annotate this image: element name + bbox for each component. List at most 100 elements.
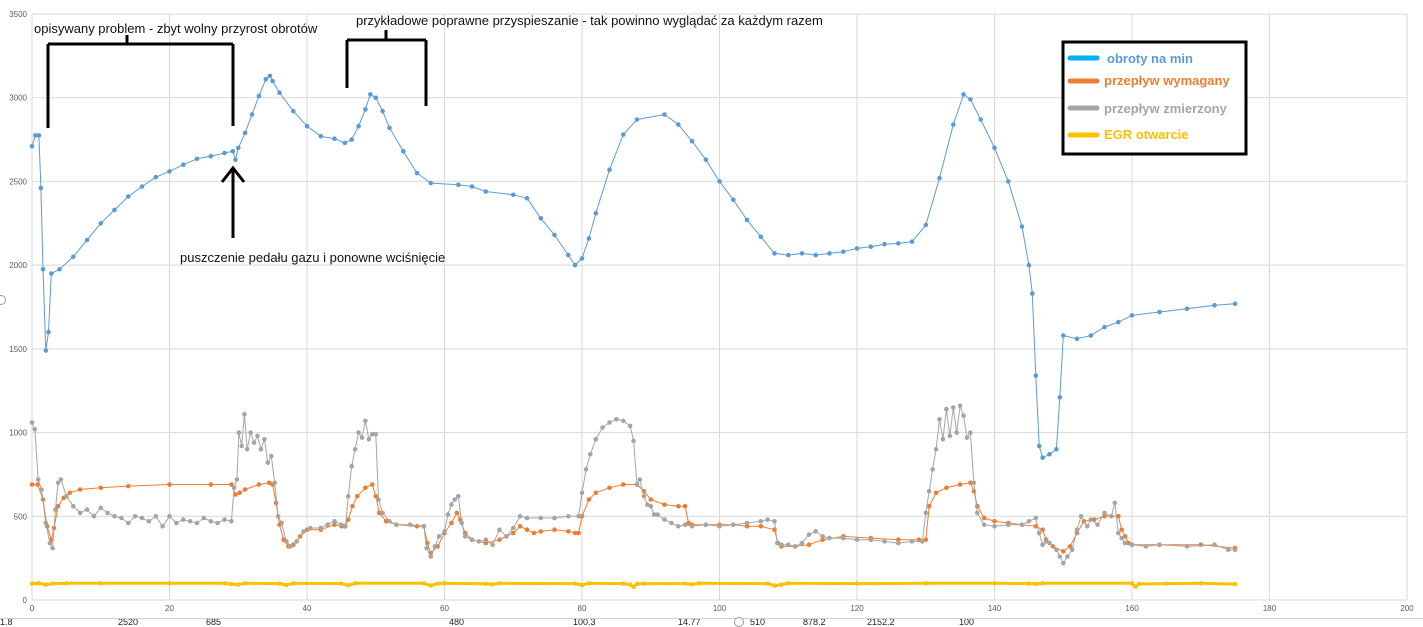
data-point-egr (222, 581, 227, 586)
data-point-measured (462, 534, 468, 539)
data-point-measured (607, 420, 612, 425)
data-point-measured (160, 524, 165, 529)
data-point-measured (576, 514, 581, 519)
data-point-measured (279, 520, 284, 526)
data-point-measured (265, 460, 271, 466)
data-point-measured (975, 510, 980, 516)
data-point-rpm (1116, 319, 1121, 325)
data-point-required (29, 482, 35, 487)
data-point-measured (1026, 519, 1032, 524)
data-point-required (662, 502, 667, 507)
data-point-measured (308, 525, 313, 531)
data-point-required (237, 490, 242, 496)
data-point-egr (572, 581, 578, 586)
data-point-rpm (363, 107, 368, 112)
strip-cell: 510 (750, 618, 766, 627)
data-point-measured (258, 447, 264, 452)
x-tick-label: 140 (988, 604, 1002, 613)
data-point-rpm (270, 78, 275, 84)
y-tick-label: 2000 (9, 261, 27, 270)
x-tick-label: 20 (165, 604, 174, 613)
data-point-measured (1212, 542, 1217, 547)
data-point-required (332, 522, 337, 527)
data-point-measured (937, 416, 942, 422)
data-point-egr (490, 582, 495, 587)
data-point-egr (1232, 581, 1238, 587)
data-point-egr (435, 581, 440, 586)
data-point-measured (255, 433, 260, 439)
data-point-measured (868, 537, 874, 542)
data-point-egr (29, 581, 35, 586)
data-point-required (167, 482, 172, 487)
data-point-measured (772, 519, 777, 524)
data-point-measured (71, 503, 76, 509)
data-point-egr (291, 581, 296, 586)
annotation-pedal-arrow (220, 165, 246, 238)
data-point-required (944, 485, 949, 491)
data-point-rpm (469, 184, 475, 189)
data-point-rpm (511, 192, 516, 198)
data-point-rpm (194, 156, 200, 162)
data-point-required (77, 487, 83, 492)
data-point-measured (50, 545, 55, 551)
resize-handle-left[interactable] (0, 295, 6, 305)
data-point-measured (758, 519, 764, 524)
data-point-rpm (49, 271, 54, 276)
x-tick-label: 200 (1400, 604, 1414, 613)
annotation-correct-bracket (345, 30, 428, 106)
legend-label-egr: EGR otwarcie (1104, 127, 1189, 142)
data-point-measured (1088, 517, 1094, 522)
data-point-required (126, 483, 131, 489)
data-point-measured (194, 520, 200, 526)
data-point-egr (50, 581, 55, 586)
annotation-problem-text: opisywany problem - zbyt wolny przyrost … (34, 21, 318, 36)
data-point-measured (231, 485, 237, 491)
data-point-required (648, 497, 654, 502)
data-point-rpm (854, 246, 860, 251)
legend: obroty na min przepływ wymagany przepływ… (1061, 40, 1248, 156)
data-point-egr (442, 581, 447, 586)
legend-label-required: przepływ wymagany (1104, 73, 1230, 88)
data-point-measured (1033, 515, 1039, 521)
data-point-egr (339, 581, 344, 586)
annotation-problem: opisywany problem - zbyt wolny przyrost … (34, 21, 318, 128)
data-point-rpm (33, 133, 38, 138)
data-point-measured (524, 515, 530, 521)
data-point-required (454, 510, 460, 516)
data-point-measured (132, 514, 138, 519)
data-point-required (354, 493, 360, 499)
data-point-rpm (222, 150, 227, 156)
data-point-measured (662, 517, 667, 522)
data-point-rpm (263, 77, 269, 82)
data-point-measured (105, 510, 110, 516)
data-point-rpm (961, 92, 966, 97)
data-point-required (676, 503, 681, 509)
data-point-measured (229, 519, 234, 524)
data-point-measured (47, 540, 53, 546)
data-point-measured (992, 524, 997, 529)
data-point-required (579, 514, 585, 519)
data-point-measured (854, 537, 860, 542)
data-point-measured (981, 522, 987, 527)
data-point-measured (947, 433, 953, 439)
data-point-measured (1036, 530, 1042, 536)
data-point-egr (696, 581, 702, 586)
data-point-measured (208, 519, 214, 524)
data-point-measured (394, 522, 399, 527)
data-point-measured (428, 554, 434, 559)
y-tick-label: 3500 (9, 10, 27, 19)
data-point-measured (424, 545, 429, 551)
data-point-measured (926, 488, 932, 494)
data-point-measured (744, 520, 750, 526)
data-point-required (242, 487, 248, 492)
data-point-measured (77, 510, 83, 516)
data-point-measured (968, 430, 973, 435)
data-point-rpm (380, 108, 385, 114)
data-point-measured (376, 497, 381, 502)
data-point-measured (964, 435, 970, 440)
data-point-measured (1054, 547, 1059, 553)
legend-label-measured: przepływ zmierzony (1104, 101, 1228, 116)
y-tick-label: 1000 (9, 429, 27, 438)
data-point-measured (579, 490, 585, 496)
